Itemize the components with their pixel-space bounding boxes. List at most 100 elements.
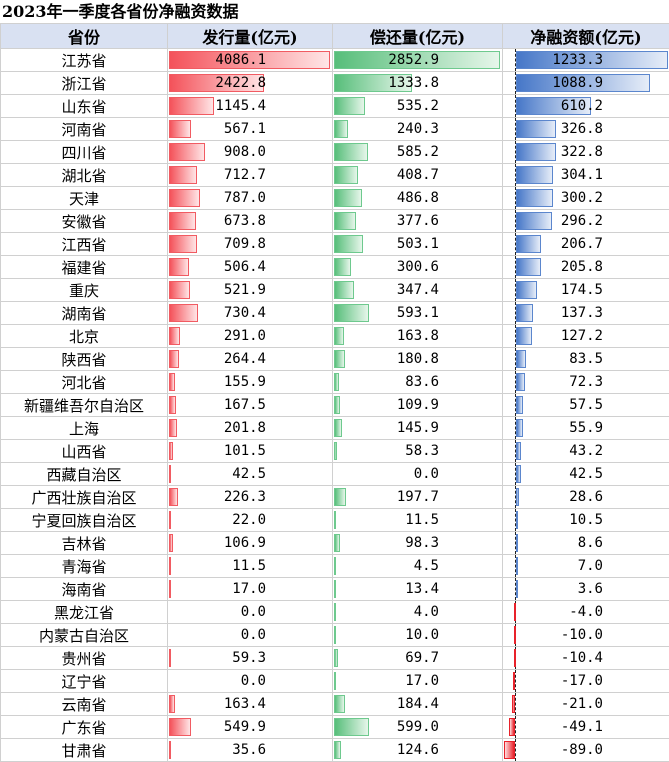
issuance-cell: 35.6 — [168, 739, 333, 762]
net-financing-cell: 205.8 — [503, 256, 669, 279]
repayment-cell: 184.4 — [333, 693, 503, 716]
province-cell: 江西省 — [1, 233, 168, 256]
province-cell: 上海 — [1, 417, 168, 440]
province-cell: 天津 — [1, 187, 168, 210]
page-title: 2023年一季度各省份净融资数据 — [2, 0, 239, 23]
net-financing-cell: 43.2 — [503, 440, 669, 463]
repayment-bar — [334, 580, 336, 598]
province-cell: 青海省 — [1, 555, 168, 578]
repayment-cell: 486.8 — [333, 187, 503, 210]
issuance-bar — [169, 718, 191, 736]
repayment-cell: 408.7 — [333, 164, 503, 187]
repayment-bar — [334, 166, 358, 184]
issuance-value: 0.0 — [196, 624, 266, 646]
net-financing-cell: 8.6 — [503, 532, 669, 555]
issuance-bar — [169, 580, 171, 598]
issuance-value: 730.4 — [196, 302, 266, 324]
net-financing-cell: -4.0 — [503, 601, 669, 624]
net-financing-value: 72.3 — [533, 371, 603, 393]
net-financing-cell: 55.9 — [503, 417, 669, 440]
province-cell: 北京 — [1, 325, 168, 348]
issuance-bar — [169, 327, 180, 345]
issuance-bar — [169, 649, 171, 667]
repayment-value: 535.2 — [369, 95, 439, 117]
repayment-cell: 585.2 — [333, 141, 503, 164]
net-financing-bar — [513, 672, 515, 690]
repayment-value: 98.3 — [369, 532, 439, 554]
repayment-value: 0.0 — [369, 463, 439, 485]
province-cell: 辽宁省 — [1, 670, 168, 693]
net-financing-bar — [516, 419, 523, 437]
net-financing-cell: 1233.3 — [503, 49, 669, 72]
repayment-cell: 69.7 — [333, 647, 503, 670]
repayment-cell: 593.1 — [333, 302, 503, 325]
net-financing-cell: 322.8 — [503, 141, 669, 164]
issuance-value: 506.4 — [196, 256, 266, 278]
issuance-cell: 101.5 — [168, 440, 333, 463]
repayment-bar — [334, 557, 336, 575]
province-cell: 湖北省 — [1, 164, 168, 187]
net-financing-value: 3.6 — [533, 578, 603, 600]
repayment-cell: 4.5 — [333, 555, 503, 578]
repayment-value: 408.7 — [369, 164, 439, 186]
repayment-value: 1333.8 — [369, 72, 439, 94]
issuance-value: 712.7 — [196, 164, 266, 186]
province-cell: 福建省 — [1, 256, 168, 279]
net-financing-value: -10.0 — [533, 624, 603, 646]
net-financing-cell: 72.3 — [503, 371, 669, 394]
net-financing-cell: -89.0 — [503, 739, 669, 762]
repayment-bar — [334, 695, 345, 713]
province-cell: 宁夏回族自治区 — [1, 509, 168, 532]
repayment-cell: 503.1 — [333, 233, 503, 256]
net-financing-bar — [516, 373, 525, 391]
repayment-cell: 197.7 — [333, 486, 503, 509]
issuance-bar — [169, 557, 171, 575]
repayment-bar — [334, 741, 341, 759]
issuance-bar — [169, 511, 171, 529]
repayment-cell: 1333.8 — [333, 72, 503, 95]
net-financing-cell: 137.3 — [503, 302, 669, 325]
repayment-cell: 163.8 — [333, 325, 503, 348]
issuance-cell: 226.3 — [168, 486, 333, 509]
net-financing-value: 205.8 — [533, 256, 603, 278]
net-financing-cell: 127.2 — [503, 325, 669, 348]
net-financing-value: 1088.9 — [533, 72, 603, 94]
net-financing-cell: 42.5 — [503, 463, 669, 486]
issuance-cell: 908.0 — [168, 141, 333, 164]
net-financing-value: -89.0 — [533, 739, 603, 761]
issuance-value: 549.9 — [196, 716, 266, 738]
issuance-cell: 42.5 — [168, 463, 333, 486]
repayment-bar — [334, 281, 354, 299]
issuance-cell: 673.8 — [168, 210, 333, 233]
province-cell: 新疆维吾尔自治区 — [1, 394, 168, 417]
net-financing-bar — [509, 718, 515, 736]
repayment-cell: 180.8 — [333, 348, 503, 371]
issuance-value: 709.8 — [196, 233, 266, 255]
issuance-cell: 163.4 — [168, 693, 333, 716]
repayment-cell: 83.6 — [333, 371, 503, 394]
province-cell: 河北省 — [1, 371, 168, 394]
repayment-value: 599.0 — [369, 716, 439, 738]
issuance-cell: 106.9 — [168, 532, 333, 555]
net-financing-bar — [514, 603, 516, 621]
repayment-cell: 124.6 — [333, 739, 503, 762]
repayment-value: 347.4 — [369, 279, 439, 301]
repayment-bar — [334, 235, 363, 253]
issuance-cell: 0.0 — [168, 624, 333, 647]
repayment-value: 163.8 — [369, 325, 439, 347]
issuance-bar — [169, 281, 190, 299]
repayment-cell: 347.4 — [333, 279, 503, 302]
net-financing-bar — [516, 534, 518, 552]
repayment-cell: 2852.9 — [333, 49, 503, 72]
